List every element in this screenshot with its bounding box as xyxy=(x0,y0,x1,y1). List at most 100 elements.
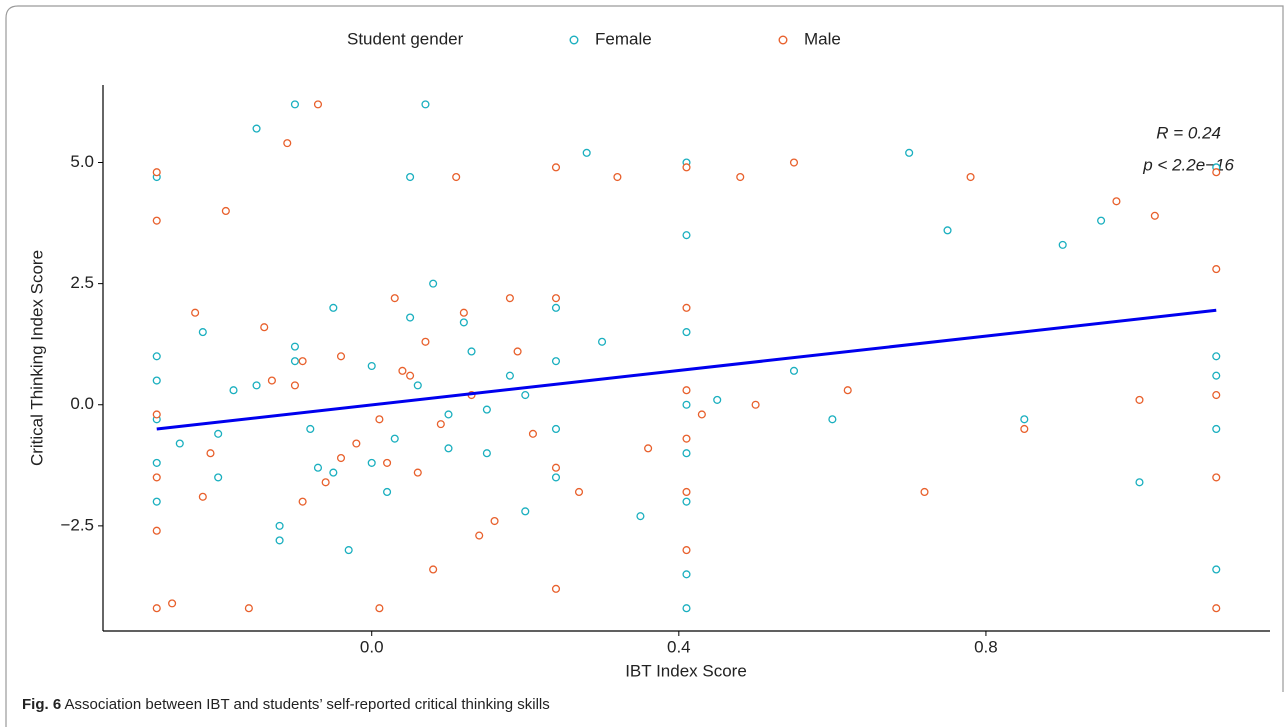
point xyxy=(406,172,415,182)
point xyxy=(467,347,476,356)
point xyxy=(152,410,161,419)
figure-frame xyxy=(5,5,1284,727)
point xyxy=(344,546,353,555)
point xyxy=(1212,565,1221,574)
point xyxy=(398,366,407,375)
point xyxy=(459,318,468,327)
point xyxy=(1212,391,1221,400)
point xyxy=(713,395,722,404)
point xyxy=(429,565,438,574)
point xyxy=(1150,211,1159,220)
point xyxy=(421,337,430,346)
point xyxy=(375,415,384,424)
point xyxy=(336,453,346,463)
point xyxy=(321,478,330,487)
point xyxy=(551,584,561,593)
legend-marker xyxy=(778,35,788,45)
point xyxy=(436,420,445,429)
point xyxy=(551,357,561,366)
x-tick-label: 0.8 xyxy=(974,637,998,656)
point xyxy=(336,352,346,361)
point xyxy=(283,139,292,148)
point xyxy=(290,381,299,390)
point xyxy=(352,439,361,448)
point xyxy=(1212,604,1221,613)
point xyxy=(214,429,223,438)
y-tick-label: 5.0 xyxy=(70,152,94,171)
point xyxy=(152,473,161,482)
point xyxy=(482,405,491,414)
y-tick-label: 0.0 xyxy=(70,394,94,413)
point xyxy=(1112,197,1121,206)
point xyxy=(1020,424,1029,434)
point xyxy=(1135,395,1144,404)
point xyxy=(252,124,261,133)
point xyxy=(214,473,223,482)
point xyxy=(413,468,422,477)
point xyxy=(1212,352,1221,361)
point xyxy=(789,366,799,375)
point xyxy=(1212,473,1221,482)
point xyxy=(613,172,622,182)
point xyxy=(168,599,177,608)
point xyxy=(736,172,745,182)
point xyxy=(551,303,561,312)
point xyxy=(682,231,691,240)
point xyxy=(329,303,338,312)
point xyxy=(682,546,691,555)
point xyxy=(406,313,415,322)
point xyxy=(1135,478,1144,487)
point xyxy=(429,279,438,288)
point xyxy=(413,381,422,390)
point xyxy=(1212,265,1221,274)
point xyxy=(152,216,161,225)
point xyxy=(444,410,453,419)
point xyxy=(152,376,161,385)
point xyxy=(682,400,691,409)
point xyxy=(367,458,376,467)
point xyxy=(298,497,307,506)
caption-label: Fig. 6 xyxy=(22,696,61,713)
point xyxy=(313,100,323,109)
point xyxy=(551,294,561,303)
point xyxy=(198,328,207,337)
point xyxy=(1058,240,1067,249)
point xyxy=(682,386,691,395)
point xyxy=(513,347,522,356)
point xyxy=(644,444,653,453)
point xyxy=(152,604,161,613)
point xyxy=(597,337,607,346)
point xyxy=(191,308,200,317)
point xyxy=(920,487,929,497)
point xyxy=(1097,216,1106,225)
annotation: p < 2.2e−16 xyxy=(1142,155,1234,174)
point xyxy=(943,226,952,235)
point xyxy=(298,357,307,366)
point xyxy=(383,458,392,467)
point xyxy=(551,424,561,434)
point xyxy=(682,570,691,579)
point xyxy=(1212,424,1221,434)
point xyxy=(828,415,837,424)
point xyxy=(198,492,207,501)
point xyxy=(636,512,645,521)
point xyxy=(521,391,530,400)
point xyxy=(221,206,230,216)
point xyxy=(152,526,161,535)
y-tick-label: 2.5 xyxy=(70,273,94,292)
point xyxy=(152,352,161,361)
point xyxy=(843,386,852,395)
annotation: R = 0.24 xyxy=(1156,123,1221,142)
y-axis-label: Critical Thinking Index Score xyxy=(27,250,46,466)
point xyxy=(505,294,514,303)
point xyxy=(1212,371,1221,380)
legend-label: Female xyxy=(595,29,652,48)
point xyxy=(551,463,561,472)
legend-title: Student gender xyxy=(347,29,464,48)
point xyxy=(459,308,468,317)
point xyxy=(452,172,461,182)
point xyxy=(275,521,284,530)
point xyxy=(260,323,269,332)
point xyxy=(475,531,484,540)
